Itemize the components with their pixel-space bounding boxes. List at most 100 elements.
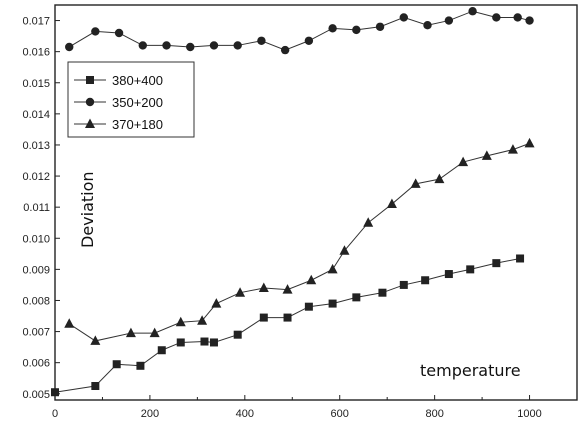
legend-label: 370+180 xyxy=(112,117,163,132)
x-tick-label: 600 xyxy=(331,408,349,420)
data-point xyxy=(280,45,290,55)
data-point xyxy=(507,144,518,154)
data-point xyxy=(481,150,492,160)
data-point xyxy=(352,293,361,302)
data-point xyxy=(468,7,477,16)
data-point xyxy=(513,13,522,22)
data-point xyxy=(399,13,408,22)
data-point xyxy=(136,361,145,370)
data-point xyxy=(421,276,430,285)
x-axis: 0 200 400 600 800 1000 xyxy=(52,395,542,420)
legend-item: 380+400 xyxy=(74,73,163,88)
y-tick-label: 0.011 xyxy=(23,202,50,214)
data-point xyxy=(524,137,535,148)
data-point xyxy=(458,156,469,167)
data-point xyxy=(525,16,534,25)
data-point xyxy=(211,298,222,308)
data-point xyxy=(423,21,432,30)
data-point xyxy=(466,265,475,274)
x-tick-label: 400 xyxy=(236,408,254,420)
legend-marker xyxy=(86,76,94,84)
data-point xyxy=(176,338,185,347)
data-point xyxy=(112,360,121,369)
data-point xyxy=(399,280,408,289)
x-tick-label: 200 xyxy=(141,408,159,420)
data-point xyxy=(328,24,337,33)
x-tick-label: 0 xyxy=(52,408,58,420)
data-point xyxy=(516,254,525,263)
series-layer xyxy=(51,7,535,397)
data-point xyxy=(233,41,242,50)
data-point xyxy=(157,346,166,355)
data-point xyxy=(90,335,101,345)
legend: 380+400 350+200 370+180 xyxy=(67,61,195,138)
legend-label: 350+200 xyxy=(112,95,163,110)
data-point xyxy=(51,388,59,397)
data-point xyxy=(257,36,266,45)
y-tick-label: 0.015 xyxy=(22,78,50,90)
series-circle xyxy=(65,7,534,55)
data-point xyxy=(304,302,313,311)
y-tick-label: 0.007 xyxy=(22,327,50,339)
data-point xyxy=(492,13,501,22)
data-point xyxy=(209,41,219,50)
x-tick-label: 1000 xyxy=(517,408,541,420)
data-point xyxy=(410,178,421,188)
legend-marker xyxy=(85,97,95,107)
data-point xyxy=(235,287,246,297)
data-point xyxy=(200,337,209,346)
data-point xyxy=(386,198,397,209)
data-point xyxy=(444,16,454,25)
y-tick-label: 0.009 xyxy=(22,264,50,276)
data-point xyxy=(91,382,100,391)
data-point xyxy=(65,42,74,52)
y-tick-label: 0.005 xyxy=(22,389,50,401)
data-point xyxy=(434,173,445,184)
x-tick-label: 800 xyxy=(425,408,443,420)
data-point xyxy=(258,282,269,293)
y-tick-label: 0.014 xyxy=(22,109,50,121)
y-tick-label: 0.012 xyxy=(22,171,50,183)
data-point xyxy=(328,299,337,308)
legend-label: 380+400 xyxy=(112,73,163,88)
data-point xyxy=(186,42,195,52)
legend-item: 350+200 xyxy=(74,95,163,110)
x-axis-label: temperature xyxy=(420,361,521,380)
y-axis-label: Deviation xyxy=(78,171,97,248)
y-tick-label: 0.016 xyxy=(22,47,50,59)
data-point xyxy=(352,25,361,35)
data-point xyxy=(149,327,160,338)
y-tick-label: 0.008 xyxy=(22,295,50,307)
data-point xyxy=(492,259,501,268)
data-point xyxy=(306,274,317,285)
data-point xyxy=(91,27,100,36)
data-point xyxy=(64,318,75,328)
data-point xyxy=(114,28,124,38)
y-axis: 0.005 0.006 0.007 0.008 0.009 0.010 0.011 0.012… xyxy=(22,16,60,401)
data-point xyxy=(162,41,171,50)
series-square xyxy=(51,254,525,397)
data-point xyxy=(259,313,268,322)
y-tick-label: 0.013 xyxy=(22,140,50,152)
data-point xyxy=(233,330,242,339)
y-tick-label: 0.006 xyxy=(22,358,50,370)
data-point xyxy=(304,36,314,45)
data-point xyxy=(444,270,453,279)
legend-item: 370+180 xyxy=(74,117,163,132)
data-point xyxy=(327,263,338,274)
data-point xyxy=(375,22,385,31)
data-point xyxy=(197,315,208,325)
data-point xyxy=(363,217,374,227)
data-point xyxy=(282,284,293,294)
y-tick-label: 0.010 xyxy=(22,233,50,245)
data-point xyxy=(339,245,350,255)
legend-items: 380+400 350+200 370+180 xyxy=(74,73,163,132)
data-point xyxy=(378,288,387,297)
data-point xyxy=(125,327,136,338)
data-point xyxy=(209,338,218,347)
y-tick-label: 0.017 xyxy=(22,16,50,28)
series-triangle xyxy=(64,137,535,345)
data-point xyxy=(138,41,147,50)
data-point xyxy=(175,316,186,327)
